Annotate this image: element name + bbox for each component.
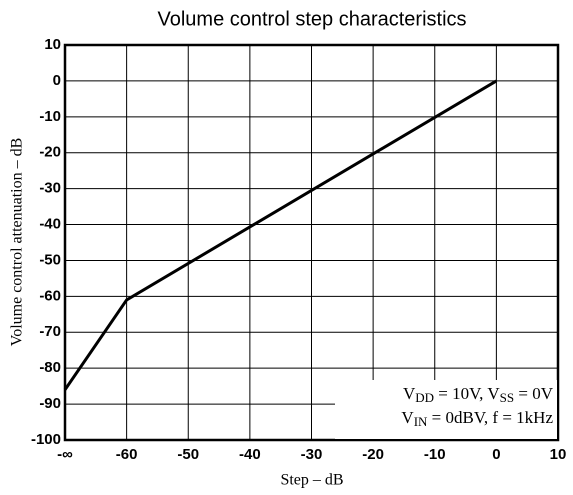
y-tick-label: -80 [39,359,61,376]
y-tick-label: -40 [39,216,61,233]
x-tick-label: 10 [550,446,567,463]
annotation-part: V [401,408,414,427]
x-tick-label: -10 [424,446,446,463]
x-tick-label: -60 [116,446,138,463]
annotation-part: = 0dBV, f = 1kHz [427,408,553,427]
y-tick-label: -70 [39,323,61,340]
annotation-part: SS [500,390,514,405]
annotation-part: DD [415,390,434,405]
x-axis-label: Step – dB [280,472,343,489]
y-tick-label: -30 [39,180,61,197]
annotation-part: = 0V [514,384,554,403]
y-tick-label: -10 [39,108,61,125]
x-tick-label: -40 [239,446,261,463]
line [63,79,498,391]
y-tick-label: -20 [39,144,61,161]
annotation: VIN = 0dBV, f = 1kHz [401,408,553,429]
plot-frame [63,43,560,442]
y-tick-label: -60 [39,287,61,304]
y-tick-label: 10 [44,36,61,53]
y-tick-label: 0 [53,72,61,89]
annotation: VDD = 10V, VSS = 0V [403,384,554,405]
chart-title: Volume control step characteristics [157,8,466,30]
annotation-part: = 10V, V [434,384,500,403]
annotation-box [335,380,557,439]
annotation-part: IN [414,414,428,429]
x-tick-label: -20 [362,446,384,463]
x-tick-label: -∞ [57,446,73,463]
y-axis-label: Volume control attenuation – dB [9,138,26,347]
x-tick-label: -30 [301,446,323,463]
y-tick-label: -90 [39,395,61,412]
x-tick-label: -50 [177,446,199,463]
y-tick-label: -50 [39,251,61,268]
x-tick-label: 0 [492,446,500,463]
y-tick-label: -100 [31,431,61,448]
annotation-part: V [403,384,416,403]
